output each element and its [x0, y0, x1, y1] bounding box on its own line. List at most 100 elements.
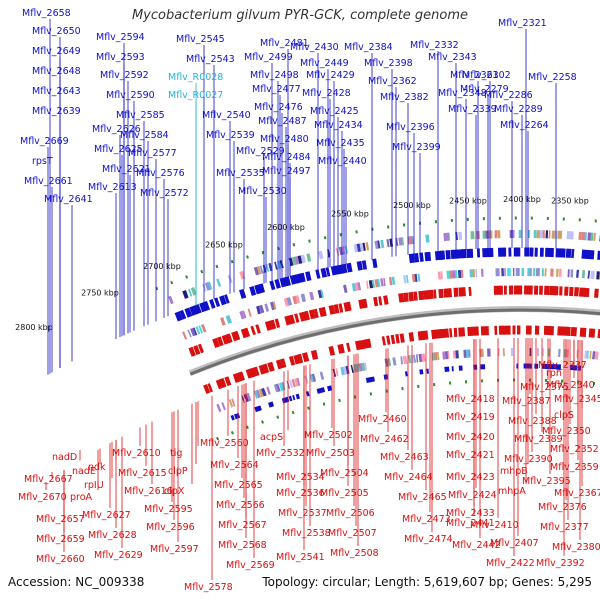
reverse-cds-feature — [355, 340, 362, 351]
reverse-cds-feature — [275, 359, 283, 370]
cog-color-feature — [300, 293, 306, 303]
accession-text: Accession: NC_009338 — [8, 575, 145, 589]
reverse-gene-label: Mflv_2565 — [214, 480, 263, 491]
forward-gene-label: Mflv_2592 — [100, 70, 149, 81]
forward-cds-feature — [320, 267, 328, 278]
reverse-cds-feature — [328, 345, 336, 356]
reverse-gene-label: clpX — [164, 486, 185, 497]
cog-color-feature — [207, 281, 213, 290]
forward-cds-feature — [209, 299, 216, 309]
reverse-gene-label: Mflv_2610 — [112, 448, 161, 459]
reverse-cds-feature — [267, 361, 275, 372]
forward-cds-feature — [369, 376, 375, 383]
cog-color-feature — [353, 244, 358, 253]
scale-label-group: 2350 kbp 2400 kbp 2450 kbp 2500 kbp 2550 kbp… — [15, 195, 589, 332]
cog-color-feature — [256, 389, 261, 399]
forward-cds-feature — [413, 253, 420, 263]
reverse-cds-feature — [193, 345, 201, 356]
cog-color-feature — [258, 304, 265, 314]
reverse-cds-feature — [274, 318, 281, 329]
forward-gene-label: Mflv_2398 — [364, 58, 413, 69]
forward-cds-feature — [254, 284, 263, 295]
reverse-gene-label: Mflv_2627 — [82, 510, 131, 521]
forward-gene-label: Mflv_2576 — [136, 168, 185, 179]
forward-gene-label: Mflv_2650 — [32, 26, 81, 37]
scale-label: 2650 kbp — [205, 240, 243, 249]
reverse-cds-feature — [303, 310, 311, 321]
forward-cds-feature — [581, 249, 589, 259]
forward-cds-feature — [444, 366, 450, 372]
reverse-gene-label: clpP — [168, 466, 188, 477]
forward-gene-label: Mflv_2658 — [22, 8, 71, 19]
forward-cds-feature — [249, 285, 257, 296]
forward-cds-feature — [174, 311, 183, 322]
forward-cds-feature — [292, 394, 296, 401]
reverse-cds-feature — [386, 335, 391, 345]
cog-color-feature — [291, 378, 296, 388]
cog-color-feature — [265, 263, 270, 273]
cog-color-feature — [242, 310, 247, 319]
reverse-cds-feature — [288, 355, 296, 366]
reverse-gene-label: Mflv_2578 — [184, 582, 233, 593]
reverse-gene-label: Mflv_2502 — [304, 430, 353, 441]
forward-cds-feature — [372, 258, 378, 269]
reverse-cds-feature — [297, 353, 304, 364]
leader-line-group — [45, 19, 583, 580]
cog-color-feature — [354, 282, 360, 291]
forward-cds-feature — [204, 300, 211, 311]
reverse-gene-label: Mflv_2463 — [380, 452, 429, 463]
reverse-gene-label: Mflv_2380 — [552, 542, 600, 553]
forward-gene-label: Mflv_2625 — [94, 144, 143, 155]
forward-cds-feature — [341, 263, 348, 274]
cog-color-feature — [273, 383, 280, 393]
backbone-arc — [189, 308, 600, 376]
reverse-gene-label: Mflv_2541 — [276, 552, 325, 563]
forward-cds-feature — [586, 249, 595, 260]
reverse-cds-feature — [588, 328, 596, 338]
reverse-cds-feature — [237, 371, 246, 382]
reverse-gene-label: Mflv_2359 — [550, 462, 599, 473]
reverse-cds-feature — [408, 332, 415, 342]
reverse-gene-label: Mflv_2424 — [448, 490, 497, 501]
forward-gene-label: Mflv_2585 — [116, 110, 165, 121]
rna-gene-label: Mflv_R0028 — [168, 72, 223, 83]
reverse-cds-feature — [328, 304, 336, 315]
cog-color-feature — [259, 265, 264, 274]
reverse-gene-label: Mflv_2441 — [446, 518, 495, 529]
reverse-cds-feature — [395, 334, 400, 344]
forward-gene-label: Mflv_2449 — [300, 58, 349, 69]
cog-color-feature — [225, 315, 232, 324]
cog-color-feature — [246, 392, 252, 402]
reverse-gene-label: Mflv_2410 — [470, 520, 519, 531]
cog-color-feature — [256, 266, 262, 275]
reverse-gene-label: Mflv_2568 — [218, 540, 267, 551]
reverse-gene-label: Mflv_2462 — [360, 434, 409, 445]
forward-cds-feature — [316, 388, 322, 394]
forward-gene-label: Mflv_2435 — [316, 138, 365, 149]
feature-track-group — [168, 229, 600, 421]
reverse-gene-label: Mflv_2422 — [486, 558, 535, 569]
cog-color-feature — [340, 366, 345, 376]
forward-gene-label: Mflv_2484 — [262, 152, 311, 163]
cog-color-feature — [190, 287, 197, 296]
forward-gene-label: Mflv_2289 — [494, 104, 543, 115]
scale-label: 2700 kbp — [143, 262, 181, 271]
reverse-cds-feature — [333, 304, 340, 314]
scale-label: 2350 kbp — [551, 196, 589, 205]
cog-color-feature — [266, 386, 271, 395]
forward-gene-label: Mflv_2440 — [318, 156, 367, 167]
reverse-gene-label: mhpB — [500, 466, 528, 477]
reverse-cds-feature — [224, 376, 232, 387]
cog-color-feature — [368, 279, 374, 289]
forward-gene-label: Mflv_2497 — [262, 166, 311, 177]
forward-gene-label: Mflv_2498 — [250, 70, 299, 81]
forward-gene-label: Mflv_2648 — [32, 66, 81, 77]
reverse-cds-feature — [346, 342, 351, 352]
forward-cds-feature — [233, 412, 241, 420]
cog-color-feature — [268, 262, 273, 272]
scale-label: 2600 kbp — [267, 223, 305, 232]
reverse-gene-label: Mflv_2596 — [146, 522, 195, 533]
forward-cds-feature — [285, 396, 290, 403]
reverse-gene-label: Mflv_2659 — [36, 534, 85, 545]
reverse-cds-feature — [381, 336, 386, 346]
